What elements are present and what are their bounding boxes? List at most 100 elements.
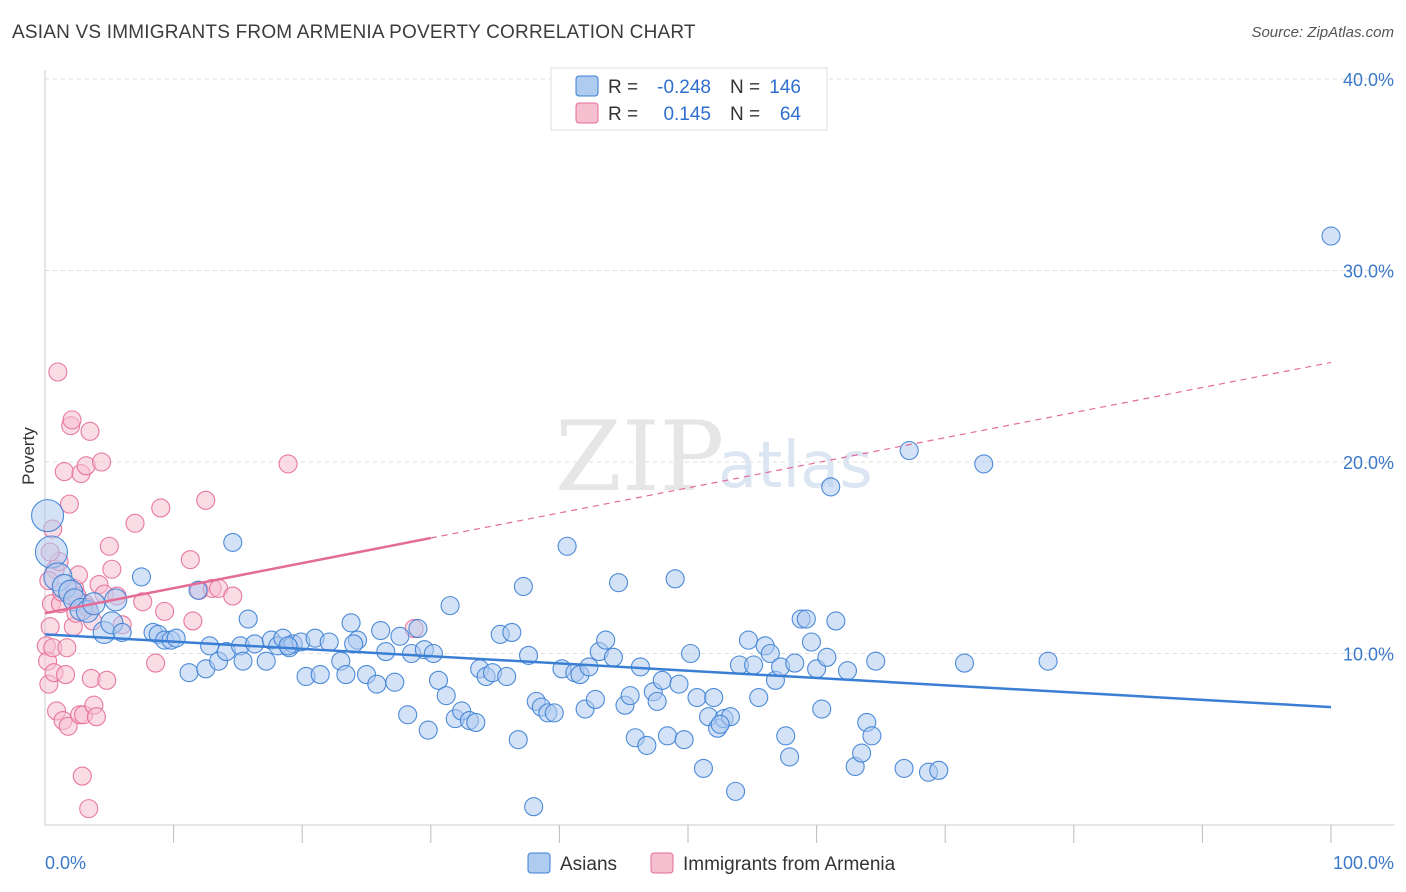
point-armenia: [146, 653, 166, 673]
point-asians: [371, 620, 391, 641]
y-tick-label: 40.0%: [1343, 70, 1394, 90]
point-asians: [785, 653, 805, 673]
stats-legend-n-value-2: 64: [780, 104, 802, 125]
point-asians: [609, 573, 629, 593]
stats-legend-n-label-2: N =: [730, 104, 760, 125]
point-asians: [319, 632, 339, 652]
point-asians: [513, 576, 533, 597]
x-tick-label-min: 0.0%: [45, 853, 86, 873]
point-asians: [367, 674, 387, 694]
point-asians: [508, 730, 528, 750]
point-armenia: [56, 665, 76, 685]
point-armenia: [155, 601, 175, 621]
point-asians: [652, 670, 672, 690]
point-armenia: [57, 638, 77, 658]
point-armenia: [92, 452, 112, 472]
watermark-zip: ZIP: [555, 401, 724, 513]
point-asians: [376, 642, 396, 662]
point-armenia: [180, 550, 200, 570]
point-asians: [466, 712, 486, 732]
stats-legend-n-label-1: N =: [730, 77, 760, 98]
point-asians: [687, 687, 707, 708]
point-asians: [436, 686, 456, 706]
point-asians: [603, 647, 623, 667]
point-asians: [693, 758, 713, 778]
bottom-legend-swatch-asians: [527, 852, 551, 874]
point-asians: [200, 636, 220, 656]
trend-line-asians: [44, 633, 1332, 709]
point-asians: [179, 663, 199, 683]
watermark: ZIP atlas: [555, 401, 873, 513]
point-asians: [620, 686, 640, 706]
point-asians: [852, 743, 872, 763]
point-asians: [954, 653, 975, 673]
point-asians: [681, 643, 701, 664]
point-asians: [131, 567, 151, 587]
point-asians: [341, 613, 361, 633]
point-asians: [780, 747, 800, 767]
point-asians: [826, 611, 846, 631]
point-asians: [899, 440, 919, 461]
point-asians: [776, 726, 796, 746]
point-asians: [1038, 651, 1058, 671]
point-armenia: [278, 454, 298, 474]
point-asians: [894, 758, 914, 778]
stats-legend: R = -0.248 N = 146 R = 0.145 N = 64: [550, 67, 828, 131]
point-asians: [744, 655, 764, 675]
point-asians: [801, 632, 822, 652]
x-axis-ticks: [173, 825, 1332, 843]
point-asians: [166, 628, 186, 648]
point-asians: [760, 643, 780, 664]
point-armenia: [183, 611, 203, 631]
bottom-legend-label-armenia: Immigrants from Armenia: [683, 854, 896, 875]
point-armenia: [125, 513, 145, 533]
point-asians: [278, 636, 298, 656]
point-armenia: [133, 592, 153, 612]
point-asians: [233, 651, 253, 671]
point-asians: [423, 643, 443, 664]
stats-legend-swatch-blue: [575, 75, 599, 97]
point-asians: [674, 730, 694, 750]
point-asians: [223, 532, 243, 552]
point-asians: [188, 580, 208, 600]
point-asians: [665, 569, 685, 589]
y-axis-tick-labels: 10.0% 20.0% 30.0% 40.0%: [1343, 70, 1394, 665]
y-tick-label: 10.0%: [1343, 645, 1394, 665]
point-asians: [669, 674, 689, 694]
point-asians: [862, 726, 882, 746]
trend-line-armenia: [44, 536, 432, 615]
point-asians: [31, 499, 65, 533]
point-armenia: [72, 766, 92, 786]
point-armenia: [58, 716, 78, 736]
point-asians: [929, 760, 949, 780]
point-asians: [390, 626, 410, 646]
point-asians: [796, 609, 816, 629]
point-asians: [497, 666, 517, 687]
point-asians: [398, 705, 418, 725]
point-armenia: [97, 670, 117, 690]
bottom-legend: Asians Immigrants from Armenia: [527, 852, 896, 875]
point-asians: [502, 622, 522, 642]
point-asians: [544, 703, 564, 723]
point-asians: [524, 797, 544, 817]
point-armenia: [196, 490, 216, 510]
point-asians: [1321, 226, 1341, 246]
stats-legend-r-label-2: R =: [608, 104, 638, 125]
trend-line-armenia-extension: [430, 361, 1332, 539]
series-immigrants-from-armenia-points: [36, 362, 424, 819]
point-asians: [974, 454, 994, 474]
point-asians: [866, 651, 886, 671]
point-asians: [817, 647, 837, 667]
point-armenia: [102, 559, 122, 579]
point-asians: [637, 735, 657, 755]
point-armenia: [223, 586, 243, 606]
stats-legend-r-label-1: R =: [608, 77, 638, 98]
point-asians: [245, 634, 265, 654]
point-asians: [726, 781, 746, 801]
point-armenia: [59, 494, 79, 514]
point-asians: [710, 714, 730, 734]
point-asians: [837, 661, 858, 681]
point-armenia: [54, 462, 74, 482]
point-asians: [418, 720, 438, 740]
point-asians: [310, 665, 330, 685]
